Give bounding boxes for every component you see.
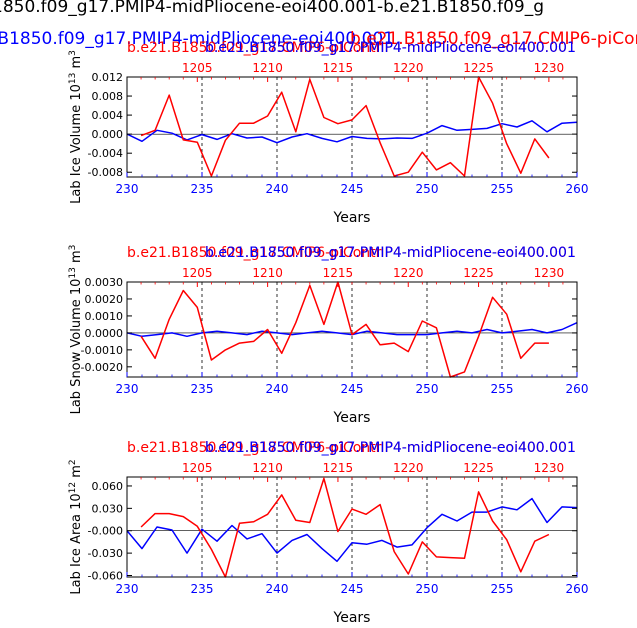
figure-title-line2-blue: .B1850.f09_g17.PMIP4-midPliocene-eoi400.… (0, 29, 395, 49)
x-tick-label: 245 (341, 382, 364, 396)
x-tick-label: 250 (416, 182, 439, 196)
y-axis-title-exponent: 3 (68, 50, 78, 56)
y-tick-label: 0.060 (92, 480, 124, 493)
top-tick-label: 1215 (323, 461, 354, 475)
x-axis-title: Years (333, 610, 371, 626)
x-tick-label: 240 (266, 382, 289, 396)
x-tick-label: 245 (341, 582, 364, 596)
x-tick-label: 230 (116, 582, 139, 596)
figure-title-line1: 1850.f09_g17.PMIP4-midPliocene-eoi400.00… (0, 0, 545, 17)
y-axis-title: Lab Ice Volume 1013 m3 (68, 50, 84, 204)
y-tick-label: -0.060 (88, 570, 123, 583)
top-tick-label: 1230 (534, 461, 565, 475)
x-tick-label: 235 (191, 182, 214, 196)
x-tick-label: 260 (566, 382, 589, 396)
legend-label-red: b.e21.B1850.f09_g17.CMIP6-piContr (127, 440, 382, 456)
top-tick-label: 1210 (252, 266, 283, 280)
x-tick-label: 255 (491, 382, 514, 396)
y-axis-title-exponent: 12 (68, 482, 78, 493)
legend-label-red-b: b.e21.B1850.f09_g17.PMIP4-midPliocene-eo… (205, 245, 576, 261)
y-axis-title-exponent: 2 (68, 459, 78, 465)
top-tick-label: 1220 (393, 266, 424, 280)
y-tick-label: 0.030 (92, 502, 124, 515)
x-tick-label: 250 (416, 382, 439, 396)
top-tick-label: 1230 (534, 266, 565, 280)
top-tick-label: 1230 (534, 61, 565, 75)
legend-label-red: b.e21.B1850.f09_g17.CMIP6-piContr (127, 40, 382, 56)
top-tick-label: 1225 (463, 266, 494, 280)
y-tick-label: 0.0020 (85, 293, 124, 306)
x-tick-label: 235 (191, 382, 214, 396)
y-tick-label: -0.030 (88, 547, 123, 560)
y-axis-title-text: m (69, 465, 84, 482)
panel-1: 230 235 240 245 250 255 260 1205 1210 1215 1220 122… (68, 40, 588, 226)
legend-label-red-b: b.e21.B1850.f09_g17.PMIP4-midPliocene-eo… (205, 440, 576, 456)
top-tick-label: 1215 (323, 61, 354, 75)
y-tick-label: 0.012 (92, 71, 124, 84)
x-axis-title: Years (333, 210, 371, 226)
x-tick-label: 255 (491, 182, 514, 196)
panel-2: 230 235 240 245 250 255 260 1205 1210 1215 1220 122… (68, 245, 588, 426)
y-axis-title-text: m (69, 56, 84, 73)
x-tick-label: 240 (266, 582, 289, 596)
y-axis-title-exponent: 3 (68, 245, 78, 251)
top-tick-label: 1225 (463, 61, 494, 75)
y-tick-label: 0.0000 (85, 327, 124, 340)
y-axis-title-exponent: 13 (68, 267, 78, 278)
series-line-red (140, 477, 550, 578)
y-tick-label: 0.0010 (85, 310, 124, 323)
top-tick-label: 1210 (252, 61, 283, 75)
x-tick-label: 250 (416, 582, 439, 596)
top-tick-label: 1205 (182, 266, 213, 280)
x-tick-label: 260 (566, 182, 589, 196)
y-tick-label: 0.008 (92, 90, 124, 103)
x-tick-label: 240 (266, 182, 289, 196)
y-tick-label: -0.008 (88, 166, 123, 179)
series-line-red (140, 281, 549, 378)
top-tick-label: 1210 (252, 461, 283, 475)
y-axis-title: Lab Snow Volume 1013 m3 (68, 245, 84, 415)
legend-label-blue: b.e21.B1850.f09_g17.PMIP4-midPliocene-eo… (205, 440, 576, 456)
y-axis-title-text: Lab Snow Volume 10 (69, 279, 84, 415)
x-tick-label: 230 (116, 382, 139, 396)
legend-label-red: b.e21.B1850.f09_g17.CMIP6-piContr (127, 245, 382, 261)
series-line-blue (126, 120, 578, 144)
top-tick-label: 1205 (182, 461, 213, 475)
x-axis-title: Years (333, 410, 371, 426)
series-line-blue (126, 497, 578, 563)
x-tick-label: 235 (191, 582, 214, 596)
y-axis-title-text: m (69, 250, 84, 267)
y-axis-title: Lab Ice Area 1012 m2 (68, 459, 84, 594)
top-tick-label: 1225 (463, 461, 494, 475)
top-tick-label: 1205 (182, 61, 213, 75)
x-tick-label: 260 (566, 582, 589, 596)
top-tick-label: 1220 (393, 61, 424, 75)
y-axis-title-text: Lab Ice Area 10 (69, 493, 84, 594)
legend-label-blue: b.e21.B1850.f09_g17.PMIP4-midPliocene-eo… (205, 40, 576, 56)
y-tick-label: -0.000 (88, 525, 123, 538)
top-tick-label: 1220 (393, 461, 424, 475)
series-line-red (140, 76, 550, 177)
y-tick-label: 0.004 (92, 109, 124, 122)
y-tick-label: 0.000 (92, 128, 124, 141)
y-tick-label: -0.0020 (81, 361, 123, 374)
legend-label-red-b: b.e21.B1850.f09_g17.PMIP4-midPliocene-eo… (205, 40, 576, 56)
legend-label-blue: b.e21.B1850.f09_g17.PMIP4-midPliocene-eo… (205, 245, 576, 261)
y-axis-title-text: Lab Ice Volume 10 (69, 84, 84, 204)
x-tick-label: 245 (341, 182, 364, 196)
y-tick-label: -0.0010 (81, 344, 123, 357)
figure-title-line2-red: b.e21.B1850.f09_g17.CMIP6-piContr (350, 29, 637, 49)
x-tick-label: 255 (491, 582, 514, 596)
y-tick-label: -0.004 (88, 147, 123, 160)
x-tick-label: 230 (116, 182, 139, 196)
top-tick-label: 1215 (323, 266, 354, 280)
y-tick-label: 0.0030 (85, 276, 124, 289)
y-axis-title-exponent: 13 (68, 73, 78, 84)
